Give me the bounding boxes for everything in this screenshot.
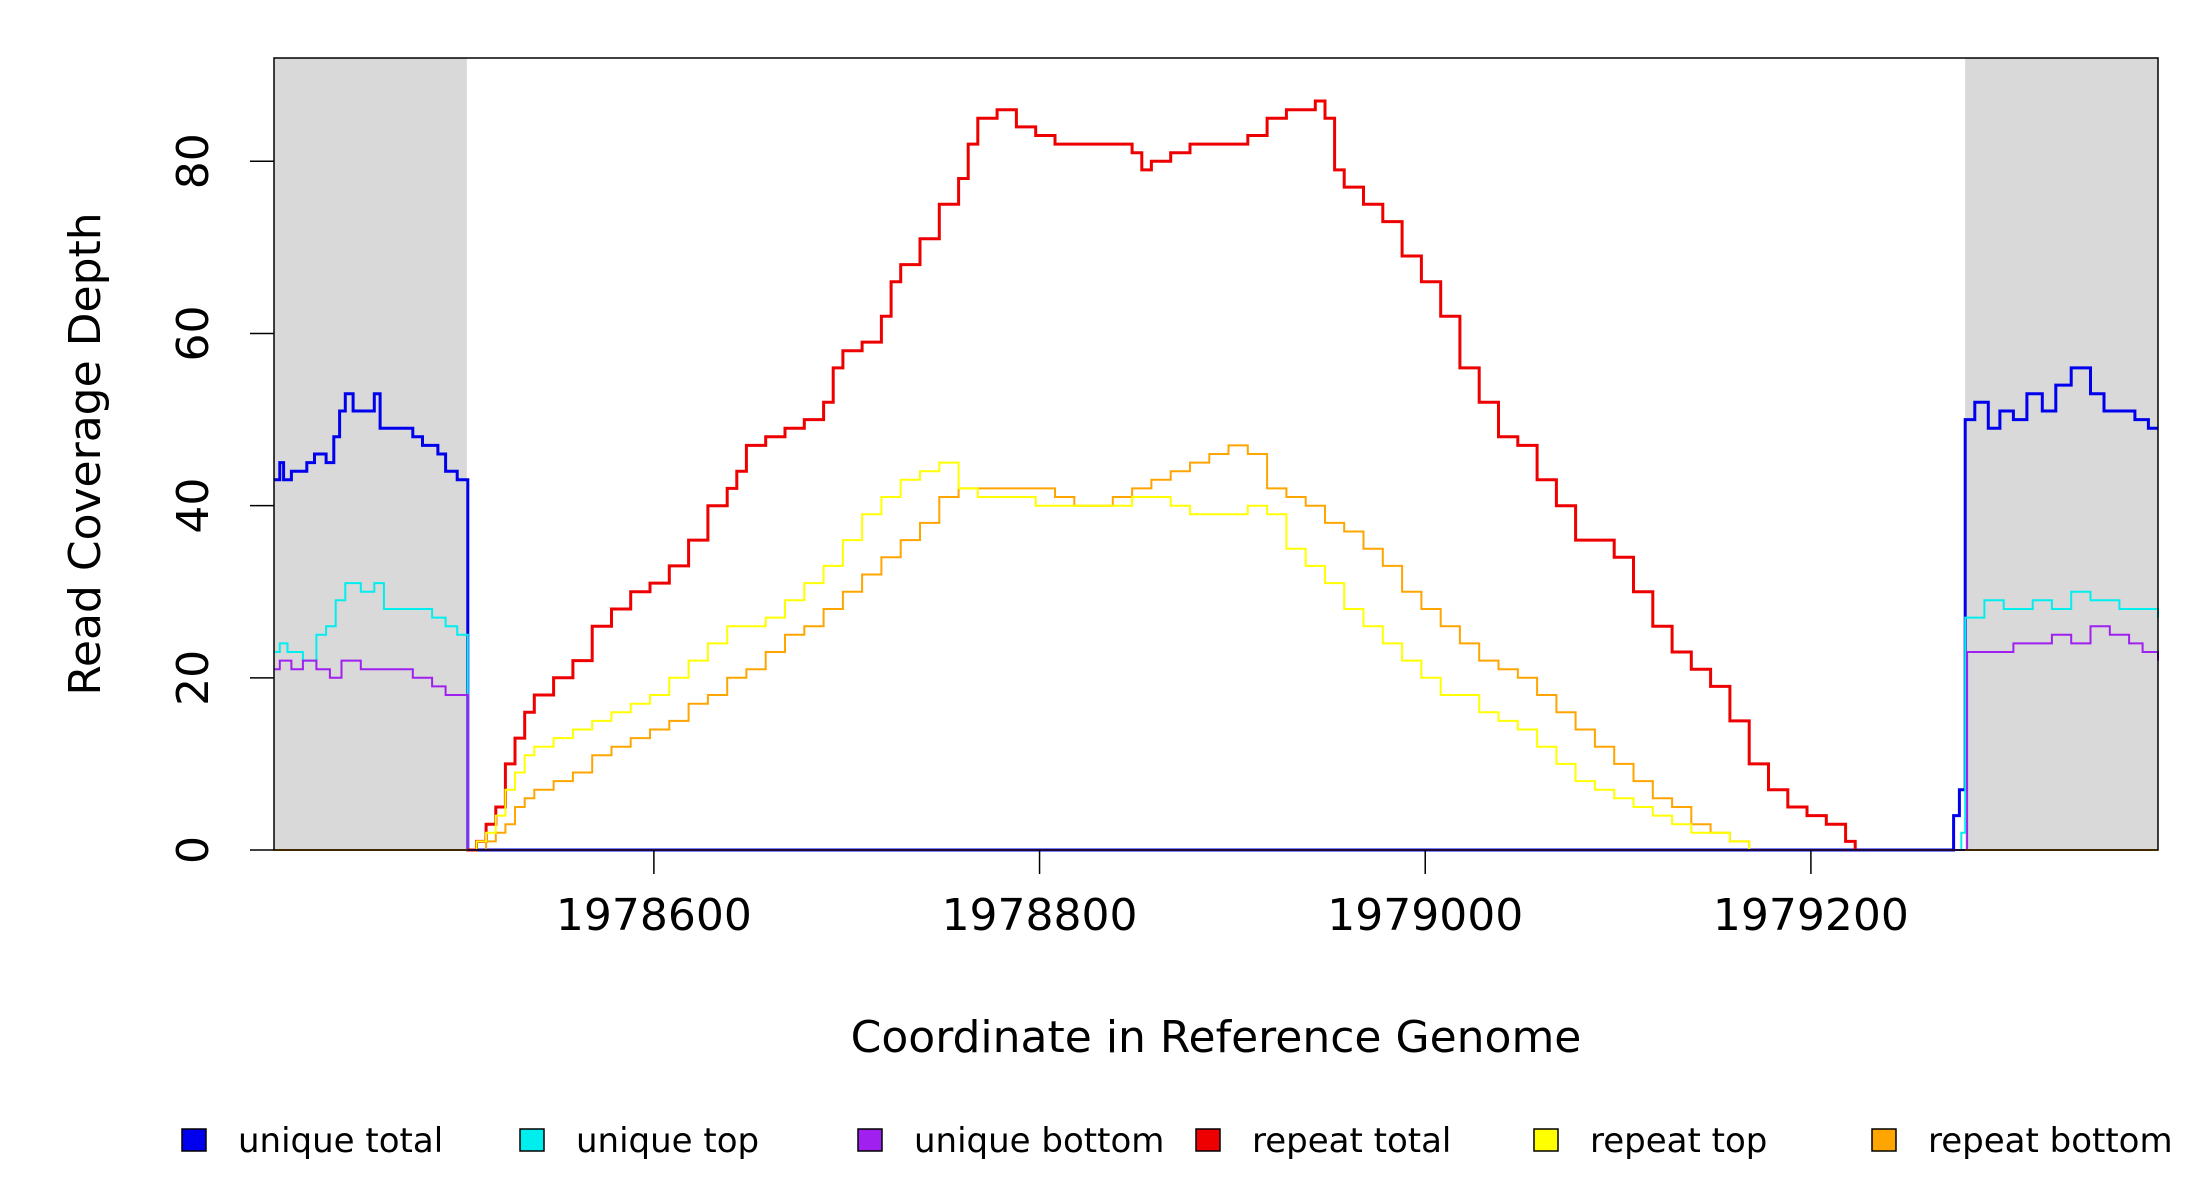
legend-swatch-unique-top [519,1128,545,1152]
y-axis: 0 20 40 60 80 [168,133,274,864]
legend-label-unique-bottom: unique bottom [914,1121,1164,1161]
legend-label-repeat-bottom: repeat bottom [1928,1121,2173,1161]
y-tick-label-60: 60 [168,305,219,361]
series-unique-bottom [274,625,2159,851]
y-tick-label-20: 20 [168,650,219,706]
x-tick-label-1979200: 1979200 [1713,890,1909,941]
legend-label-repeat-top: repeat top [1590,1121,1767,1161]
legend-swatch-repeat-top [1533,1128,1559,1152]
x-tick-label-1979000: 1979000 [1327,890,1523,941]
legend-swatch-unique-bottom [857,1128,883,1152]
shaded-region-1 [274,58,467,850]
plot-frame [273,57,2159,851]
series-unique-top [274,582,2159,851]
x-tick-label-1978600: 1978600 [556,890,752,941]
legend-swatch-repeat-total [1195,1128,1221,1152]
legend-label-unique-total: unique total [238,1121,443,1161]
legend: unique total unique top unique bottom repea… [181,1121,2173,1161]
series-layer [274,99,2159,852]
y-tick-label-40: 40 [168,478,219,534]
y-axis-title: Read Coverage Depth [60,212,111,695]
legend-swatch-repeat-bottom [1871,1128,1897,1152]
x-axis: 1978600 1978800 1979000 1979200 [556,850,1909,941]
y-tick-label-0: 0 [168,836,219,864]
shaded-region-2 [1965,58,2158,850]
y-tick-label-80: 80 [168,133,219,189]
series-repeat-total [466,99,1857,852]
x-tick-label-1978800: 1978800 [942,890,1138,941]
shaded-regions [274,58,2158,850]
legend-label-repeat-total: repeat total [1252,1121,1451,1161]
series-unique-total [274,366,2158,852]
series-repeat-top [466,461,1751,851]
legend-swatch-unique-total [181,1128,207,1152]
x-axis-title: Coordinate in Reference Genome [851,1012,1582,1063]
legend-label-unique-top: unique top [576,1121,759,1161]
